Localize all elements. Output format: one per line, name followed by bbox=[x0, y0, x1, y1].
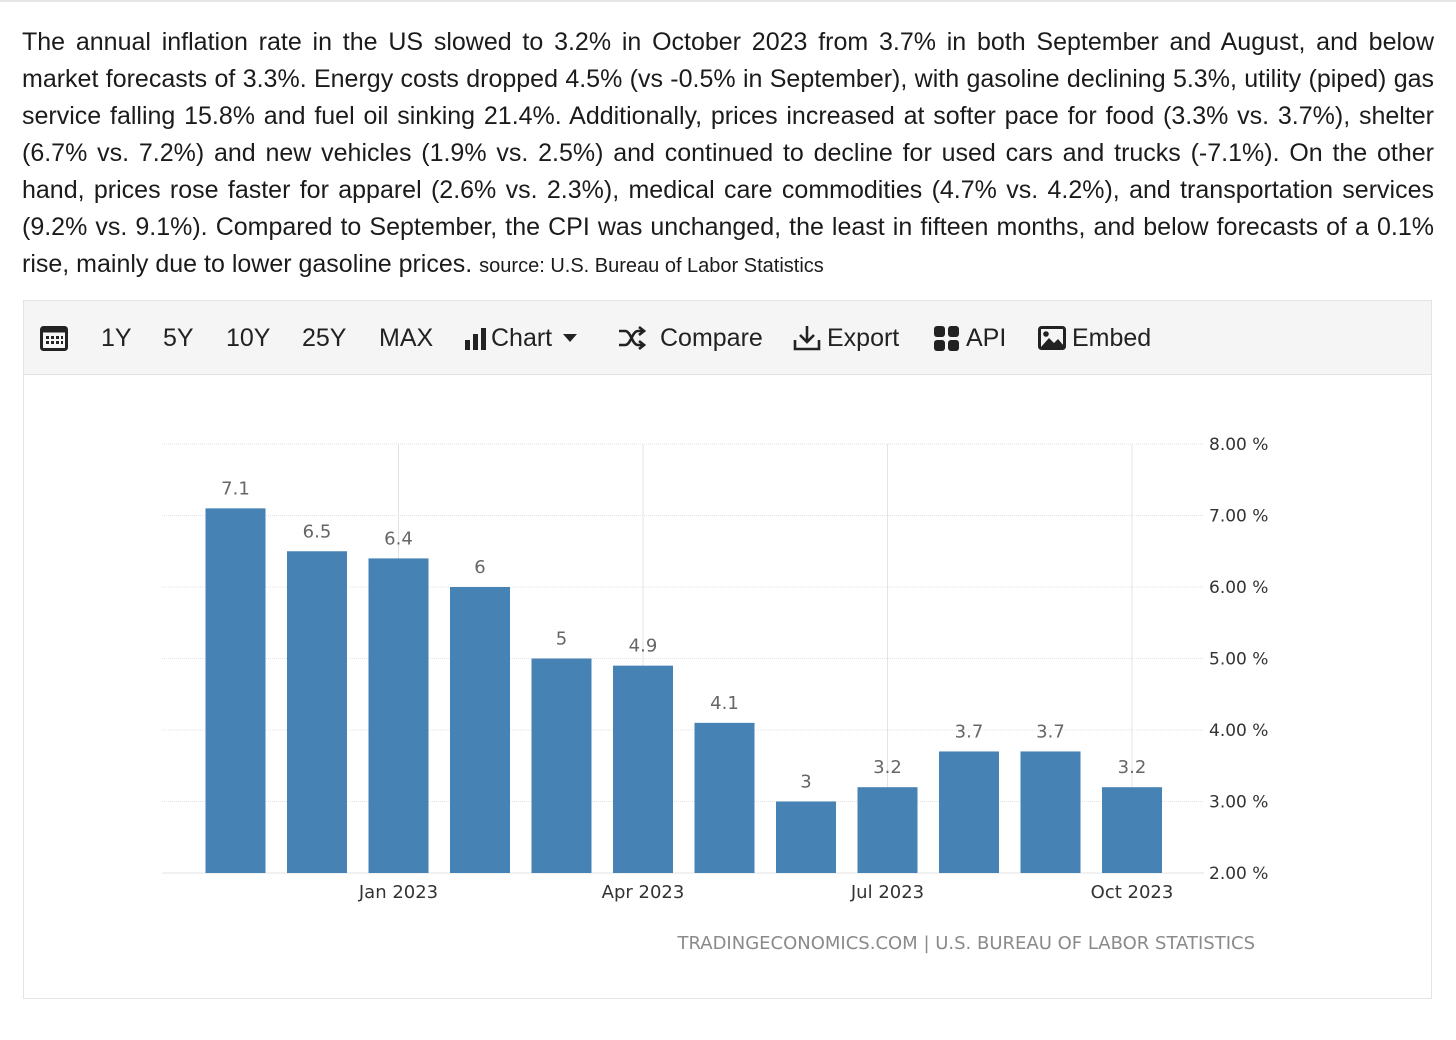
range-max-button[interactable]: MAX bbox=[379, 323, 434, 352]
bar-sep-2023[interactable] bbox=[1020, 751, 1081, 873]
bar-value-label: 6.5 bbox=[303, 521, 332, 542]
bar-jan-2023[interactable] bbox=[368, 558, 429, 873]
bar-aug-2023[interactable] bbox=[939, 751, 999, 873]
chart-panel: 1Y 5Y 10Y 25Y MAX Chart Compare bbox=[23, 300, 1432, 999]
y-tick-label: 3.00 % bbox=[1209, 793, 1268, 813]
bar-value-label: 6 bbox=[474, 557, 485, 578]
y-tick-label: 7.00 % bbox=[1209, 507, 1268, 527]
bar-may-2023[interactable] bbox=[694, 722, 755, 873]
y-tick-label: 5.00 % bbox=[1209, 650, 1268, 670]
range-1y-button[interactable]: 1Y bbox=[101, 323, 132, 352]
bar-nov-2022[interactable] bbox=[205, 508, 266, 873]
bar-value-label: 3.2 bbox=[1118, 757, 1147, 778]
summary-source: source: U.S. Bureau of Labor Statistics bbox=[479, 255, 824, 277]
bar-value-label: 3.7 bbox=[1036, 721, 1065, 742]
chart-credit: TRADINGECONOMICS.COM | U.S. BUREAU OF LA… bbox=[676, 933, 1255, 954]
inflation-bar-chart: 7.1 6.5 6.4 6 5 4.9 4.1 3 3.2 3.7 3.7 3.2 8.00 % 7.0… bbox=[162, 435, 1268, 954]
export-button[interactable]: Export bbox=[793, 301, 899, 375]
x-tick-label: Oct 2023 bbox=[1091, 882, 1174, 903]
shuffle-icon bbox=[619, 326, 646, 350]
chart-type-dropdown[interactable]: Chart bbox=[465, 301, 578, 375]
bar-value-labels: 7.1 6.5 6.4 6 5 4.9 4.1 3 3.2 3.7 3.7 3.2 bbox=[221, 478, 1146, 792]
bar-value-label: 3 bbox=[800, 772, 811, 793]
bar-mar-2023[interactable] bbox=[531, 658, 592, 874]
embed-button[interactable]: Embed bbox=[1038, 301, 1151, 375]
caret-down-icon bbox=[563, 334, 578, 342]
x-tick-label: Jan 2023 bbox=[358, 882, 438, 903]
bar-value-label: 4.1 bbox=[710, 693, 739, 714]
bar-apr-2023[interactable] bbox=[613, 665, 673, 873]
api-button[interactable]: API bbox=[934, 301, 1006, 375]
bar-value-label: 7.1 bbox=[221, 478, 250, 499]
bar-value-label: 3.7 bbox=[955, 721, 984, 742]
bar-jul-2023[interactable] bbox=[857, 787, 918, 873]
bar-value-label: 6.4 bbox=[384, 528, 413, 549]
y-axis-ticks: 8.00 % 7.00 % 6.00 % 5.00 % 4.00 % 3.00 % 2.00… bbox=[1209, 435, 1268, 884]
range-25y-button[interactable]: 25Y bbox=[302, 323, 347, 352]
export-label: Export bbox=[827, 323, 900, 352]
calendar-button[interactable] bbox=[40, 301, 68, 375]
compare-label: Compare bbox=[660, 323, 763, 352]
x-tick-label: Apr 2023 bbox=[602, 882, 685, 903]
y-tick-label: 8.00 % bbox=[1209, 435, 1268, 455]
bar-jun-2023[interactable] bbox=[776, 801, 836, 874]
bar-oct-2023[interactable] bbox=[1102, 787, 1162, 873]
bar-value-label: 5 bbox=[556, 629, 567, 650]
x-axis-ticks: Jan 2023 Apr 2023 Jul 2023 Oct 2023 bbox=[358, 882, 1173, 903]
image-icon bbox=[1038, 326, 1066, 350]
y-tick-label: 2.00 % bbox=[1209, 864, 1268, 884]
top-divider bbox=[0, 0, 1456, 2]
bar-chart-icon bbox=[465, 328, 486, 350]
x-tick-label: Jul 2023 bbox=[850, 882, 924, 903]
download-icon bbox=[793, 326, 821, 351]
y-tick-label: 6.00 % bbox=[1209, 578, 1268, 598]
api-label: API bbox=[966, 323, 1007, 352]
bars bbox=[205, 508, 1162, 874]
summary-text: The annual inflation rate in the US slow… bbox=[22, 28, 1434, 278]
chart-toolbar: 1Y 5Y 10Y 25Y MAX Chart Compare bbox=[24, 301, 1431, 375]
bar-feb-2023[interactable] bbox=[450, 587, 510, 873]
range-10y-button[interactable]: 10Y bbox=[226, 323, 271, 352]
calendar-icon bbox=[40, 326, 68, 351]
bar-value-label: 4.9 bbox=[629, 636, 658, 657]
embed-label: Embed bbox=[1072, 323, 1152, 352]
y-tick-label: 4.00 % bbox=[1209, 721, 1268, 741]
bar-dec-2022[interactable] bbox=[287, 551, 347, 873]
chart-type-label: Chart bbox=[491, 323, 553, 352]
bar-value-label: 3.2 bbox=[873, 757, 902, 778]
grid-icon bbox=[934, 325, 959, 351]
compare-button[interactable]: Compare bbox=[618, 301, 763, 375]
summary-paragraph: The annual inflation rate in the US slow… bbox=[22, 24, 1434, 285]
range-5y-button[interactable]: 5Y bbox=[163, 323, 194, 352]
